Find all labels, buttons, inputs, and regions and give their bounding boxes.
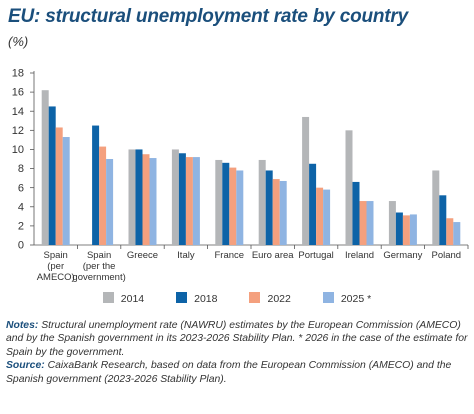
legend-label: 2022 [267,293,291,305]
y-tick-label: 4 [18,201,24,213]
bar [359,201,367,245]
legend-item: 2018 [176,292,217,305]
notes-paragraph: Notes: Structural unemployment rate (NAW… [6,319,470,359]
y-tick-label: 16 [12,87,24,99]
bar [236,170,244,245]
x-tick-label-line: Portugal [298,250,333,261]
x-tick-label: Greece [127,250,158,261]
x-tick-label-line: Spain [44,250,68,261]
bar [106,159,114,245]
bar [55,127,63,245]
y-tick-label: 18 [12,68,24,80]
bar [323,189,331,245]
bar [62,137,70,245]
bar [258,159,266,245]
bar [432,170,440,245]
y-tick-label: 14 [12,106,24,118]
source-paragraph: Source: CaixaBank Research, based on dat… [6,359,470,386]
x-tick-label: Germany [383,250,422,261]
y-tick-label: 12 [12,125,24,137]
x-tick-label: Italy [177,250,195,261]
x-tick-label-line: Italy [177,250,195,261]
x-tick-label-line: Greece [127,250,158,261]
x-tick-label-line: Ireland [345,250,374,261]
bar [352,181,360,245]
bar [48,106,56,245]
x-tick-label: Spain (per the government) [72,250,125,283]
bar [453,222,461,245]
y-tick-label: 0 [18,240,24,252]
x-tick-label: France [215,250,245,261]
legend-swatch [322,292,334,303]
bar [409,214,417,245]
bar [171,149,179,245]
bar [366,201,374,245]
y-tick-label: 8 [18,163,24,175]
x-tick-label: Spain (per AMECO) [37,250,75,283]
bar [279,180,287,245]
x-tick-label-line: (per the [83,261,116,272]
legend: 2014 2018 2022 2025 * [0,292,474,305]
chart-title: EU: structural unemployment rate by coun… [8,6,408,27]
x-tick-label-line: government) [72,272,125,283]
y-tick-label: 2 [18,220,24,232]
bar [265,170,273,245]
x-tick-label-line: Germany [383,250,422,261]
bar [309,163,317,245]
x-tick-label: Poland [432,250,462,261]
bar [41,90,49,245]
bar [345,130,353,245]
notes-text: Structural unemployment rate (NAWRU) est… [6,320,468,358]
bar [185,157,193,245]
legend-item: 2014 [102,292,145,305]
x-tick-label-line: Poland [432,250,462,261]
x-tick-label: Portugal [298,250,333,261]
legend-label: 2025 * [340,293,372,305]
y-tick-label: 6 [18,182,24,194]
source-label: Source: [6,360,45,372]
bar [135,149,143,245]
bar [142,154,150,245]
bar [439,195,447,245]
bar [388,201,396,245]
bar [402,215,410,245]
legend-item: 2025 * [322,292,372,305]
y-tick-label: 10 [12,144,24,156]
legend-swatch [102,292,114,303]
bar [192,157,200,245]
bar [395,212,403,245]
bar [272,179,280,245]
legend-swatch [176,292,188,303]
x-tick-label-line: France [215,250,245,261]
chart-unit: (%) [8,34,29,49]
bar [446,218,454,245]
bar [229,167,237,245]
bar [222,162,230,245]
legend-label: 2014 [120,293,145,305]
bar [316,187,324,245]
bar [99,146,107,245]
bar [302,116,310,245]
bar [215,159,223,245]
legend-swatch [249,292,261,303]
legend-item: 2022 [249,292,291,305]
legend-label: 2018 [194,293,218,305]
x-tick-label-line: (per [47,261,64,272]
x-tick-label-line: Spain [87,250,111,261]
bar [178,153,186,245]
x-tick-label-line: AMECO) [37,272,75,283]
source-text: CaixaBank Research, based on data from t… [6,360,452,385]
x-tick-label: Euro area [252,250,294,261]
bar [149,158,157,245]
bar [92,125,100,245]
notes-label: Notes: [6,320,39,331]
x-tick-label: Ireland [345,250,374,261]
bar [128,149,136,245]
x-tick-label-line: Euro area [252,250,294,261]
notes-block: Notes: Structural unemployment rate (NAW… [6,319,470,386]
